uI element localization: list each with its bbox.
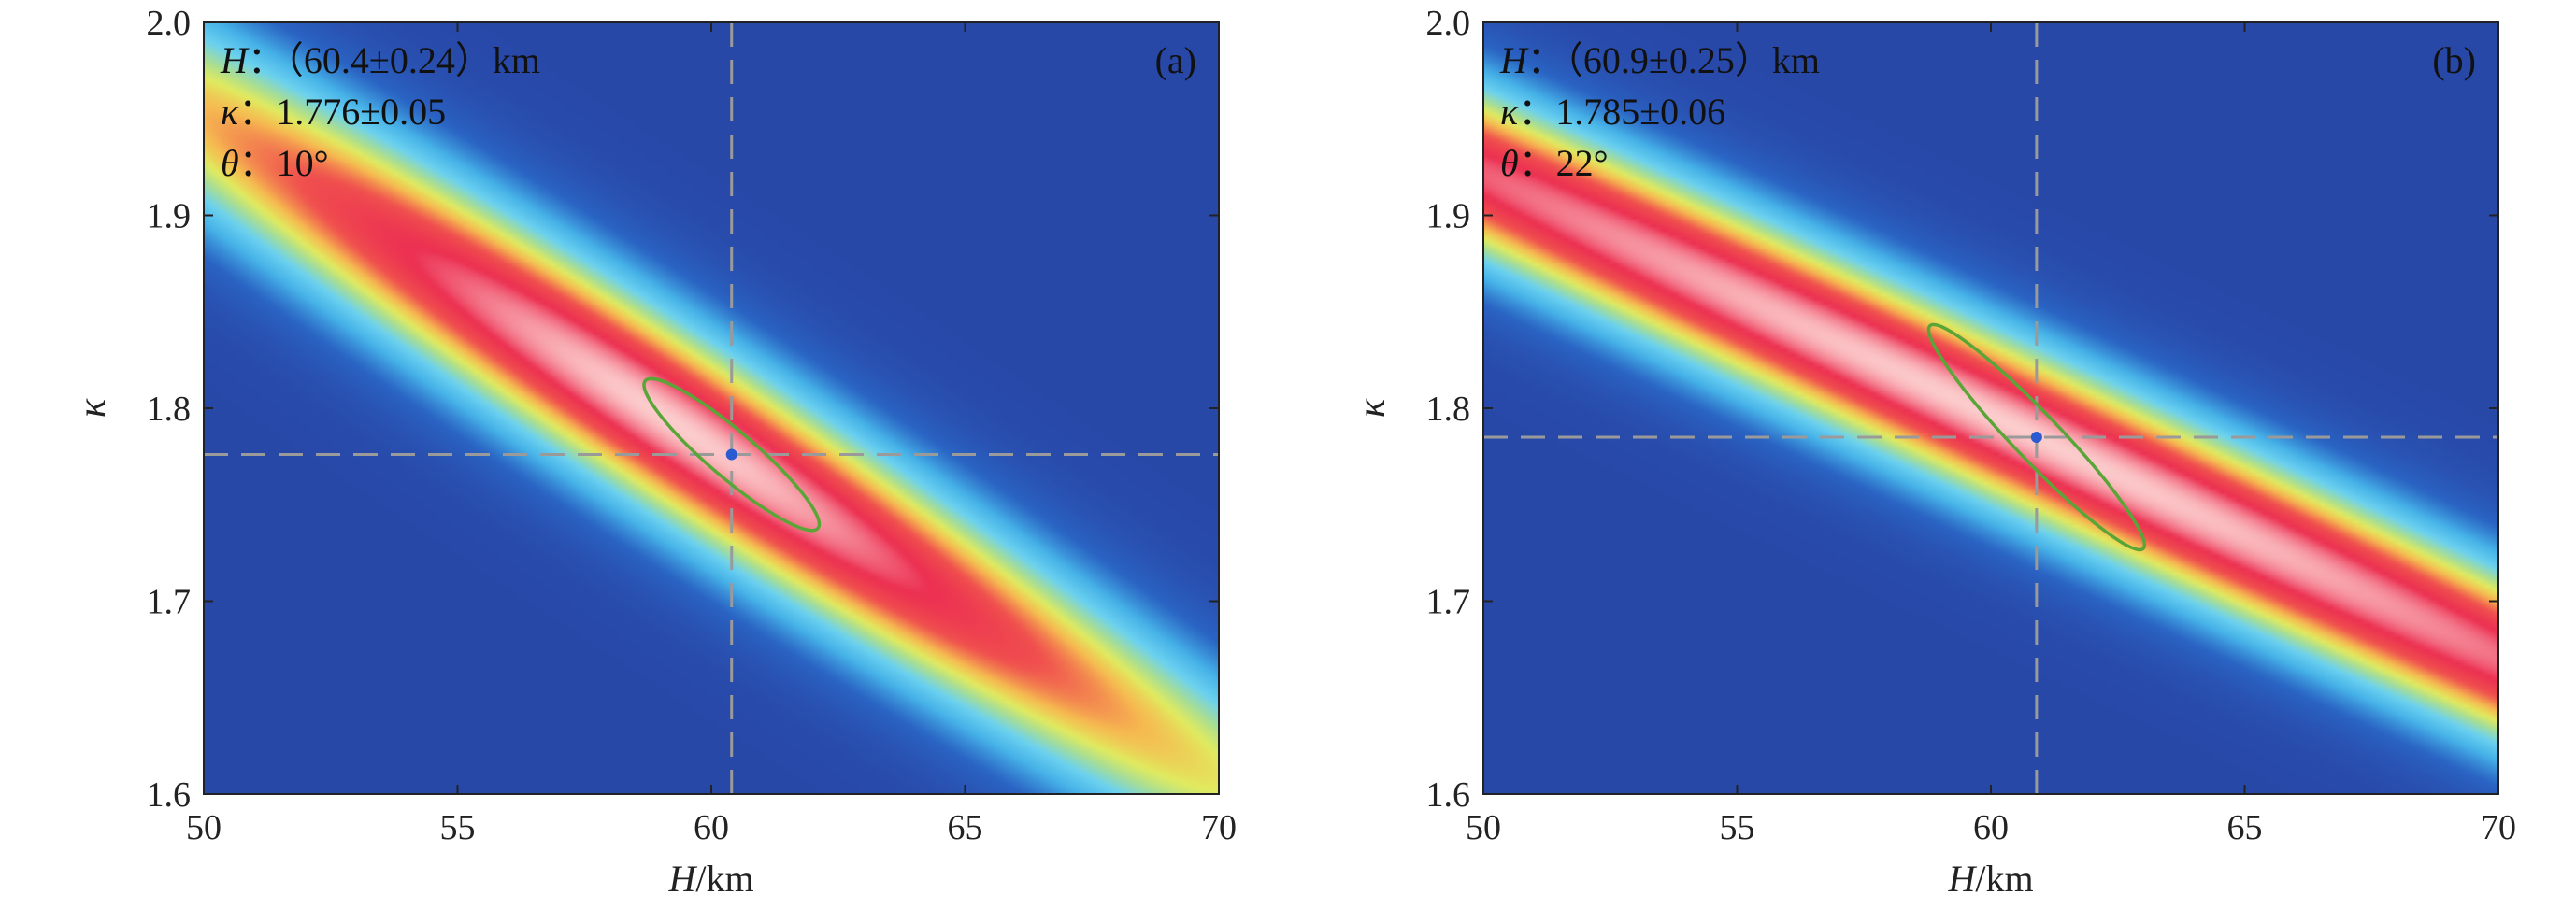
y-tick-label: 1.6 — [1426, 775, 1471, 815]
panel-label: (b) — [2432, 39, 2476, 81]
panel-b: 50 55 60 65 701.61.71.81.92.0H/kmκH：（60.9±0.… — [1351, 4, 2516, 900]
annotation-value: ：22° — [1519, 142, 1609, 184]
x-tick-label: 70 — [2481, 808, 2516, 847]
x-tick-label: 55 — [440, 808, 476, 847]
x-axis-label-unit: /km — [695, 858, 753, 900]
x-axis-label-var: H — [1947, 858, 1977, 900]
x-axis-label: H/km — [667, 858, 753, 900]
annotation-value: ：1.776±0.05 — [238, 91, 446, 133]
y-tick-label: 1.9 — [1426, 197, 1471, 236]
y-axis-label: κ — [71, 398, 114, 418]
x-tick-label: 50 — [186, 808, 222, 847]
y-tick-label: 2.0 — [1426, 4, 1471, 43]
y-axis-label: κ — [1351, 398, 1394, 418]
annotation-var: θ — [221, 142, 239, 184]
error-ellipse — [642, 376, 822, 532]
annotation-line: θ：10° — [221, 142, 329, 184]
best-fit-point — [725, 448, 737, 461]
panel-label: (a) — [1155, 39, 1196, 81]
x-tick-label: 60 — [1973, 808, 2009, 847]
x-tick-label: 65 — [2227, 808, 2263, 847]
y-tick-label: 1.7 — [147, 583, 192, 622]
annotation-value: ：（60.9±0.25）km — [1527, 39, 1820, 81]
annotation-line: H：（60.4±0.24）km — [220, 39, 540, 81]
x-axis-label-unit: /km — [1975, 858, 2033, 900]
annotation-line: H：（60.9±0.25）km — [1499, 39, 1820, 81]
annotation-var: κ — [221, 91, 239, 133]
panel-a: 50 55 60 65 701.61.71.81.92.0H/kmκH：（60.4±0.… — [71, 4, 1237, 900]
annotation-line: θ：22° — [1500, 142, 1609, 184]
annotation-value: ：10° — [239, 142, 329, 184]
annotation-value: ：1.785±0.06 — [1518, 91, 1725, 133]
best-fit-point — [2030, 431, 2042, 443]
annotation-var: κ — [1500, 91, 1519, 133]
y-tick-label: 1.8 — [147, 390, 192, 429]
x-tick-label: 70 — [1201, 808, 1237, 847]
annotation-line: κ：1.776±0.05 — [221, 91, 446, 133]
x-axis-label: H/km — [1947, 858, 2033, 900]
y-tick-label: 1.9 — [147, 197, 192, 236]
y-tick-label: 1.6 — [147, 775, 192, 815]
x-tick-label: 60 — [694, 808, 729, 847]
y-tick-label: 1.7 — [1426, 583, 1471, 622]
y-tick-label: 1.8 — [1426, 390, 1471, 429]
x-axis-label-var: H — [667, 858, 697, 900]
x-tick-label: 50 — [1466, 808, 1501, 847]
annotation-var: H — [1499, 39, 1529, 81]
annotation-value: ：（60.4±0.24）km — [248, 39, 540, 81]
y-tick-label: 2.0 — [147, 4, 192, 43]
annotation-line: κ：1.785±0.06 — [1500, 91, 1725, 133]
heatmap-field — [1483, 22, 2498, 794]
x-tick-label: 65 — [948, 808, 983, 847]
annotation-var: θ — [1500, 142, 1519, 184]
error-ellipse — [1926, 322, 2147, 552]
annotation-var: H — [220, 39, 250, 81]
x-tick-label: 55 — [1720, 808, 1755, 847]
